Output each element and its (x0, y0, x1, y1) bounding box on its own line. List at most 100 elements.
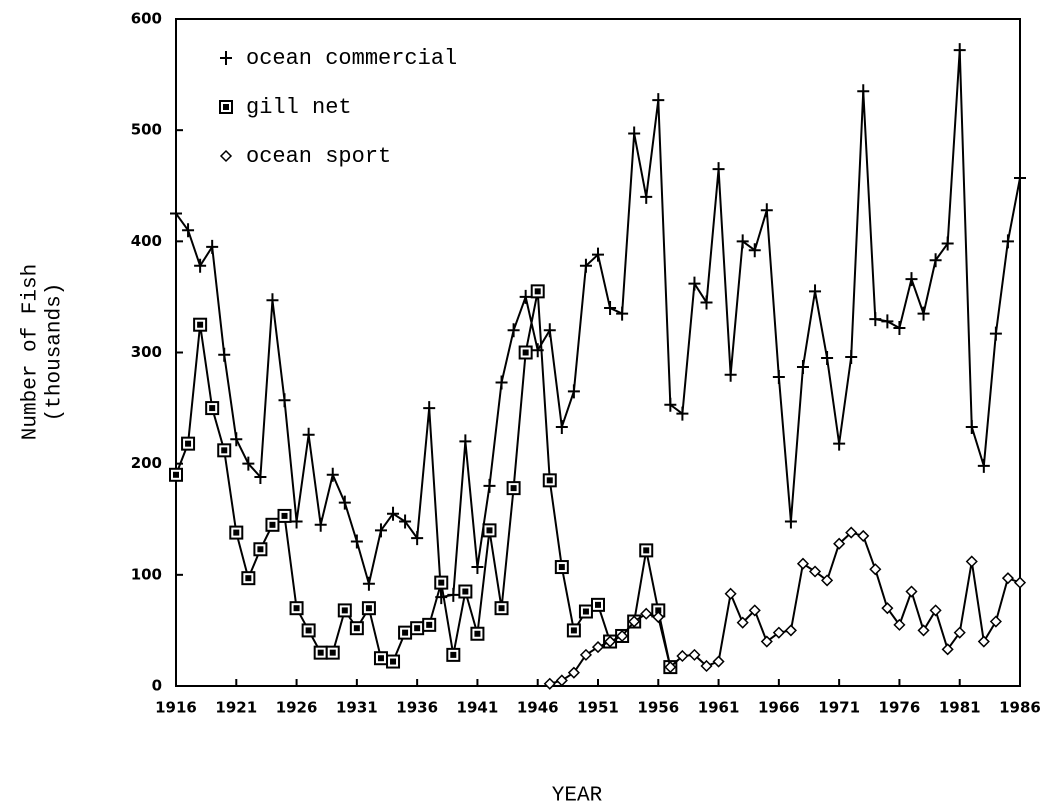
marker-plus (869, 312, 882, 327)
plus (592, 247, 604, 262)
marker-diamond (941, 643, 954, 656)
diamond (748, 604, 761, 617)
x-tick-label: 1946 (517, 699, 559, 717)
plus (833, 436, 846, 451)
square-dot (221, 447, 228, 454)
marker-diamond (219, 149, 233, 163)
plus (917, 306, 930, 321)
x-axis-label: YEAR (552, 785, 603, 808)
marker-square (325, 645, 340, 660)
x-tick-label: 1966 (758, 699, 800, 717)
diamond (857, 529, 870, 542)
plus (423, 401, 436, 416)
plus (869, 312, 882, 327)
marker-plus (326, 467, 339, 482)
marker-plus (519, 289, 532, 304)
square-dot (582, 608, 589, 615)
plus (965, 419, 978, 434)
diamond (555, 674, 568, 687)
y-axis-label: Number of Fish (20, 264, 43, 440)
marker-square (422, 617, 437, 632)
plus (857, 84, 870, 99)
marker-plus (796, 359, 809, 374)
marker-plus (760, 203, 773, 218)
diamond (676, 649, 689, 663)
marker-plus (543, 323, 556, 338)
marker-square (219, 100, 233, 114)
marker-plus (278, 393, 291, 408)
y-tick-label: 400 (131, 232, 162, 250)
diamond (965, 555, 978, 568)
marker-diamond (760, 635, 773, 648)
marker-square (542, 473, 557, 488)
plus (893, 321, 906, 336)
square-dot (281, 512, 288, 519)
x-tick-label: 1961 (698, 699, 740, 717)
marker-plus (206, 239, 219, 254)
marker-diamond (567, 666, 580, 679)
marker-plus (387, 506, 400, 521)
plus (881, 314, 894, 329)
marker-diamond (821, 574, 834, 587)
marker-plus (411, 531, 424, 546)
square-dot (655, 607, 662, 614)
marker-square (482, 523, 497, 538)
x-tick-label: 1931 (336, 699, 378, 717)
marker-diamond (555, 674, 568, 687)
marker-diamond (869, 563, 882, 576)
marker-diamond (748, 604, 761, 617)
plus (579, 258, 592, 273)
marker-diamond (640, 607, 653, 620)
marker-square (181, 436, 196, 451)
marker-plus (833, 436, 846, 451)
marker-plus (399, 514, 412, 529)
plus (507, 323, 520, 338)
marker-square (313, 645, 328, 660)
diamond (941, 643, 954, 656)
marker-diamond (712, 655, 725, 668)
marker-square (253, 542, 268, 557)
marker-plus (230, 432, 243, 447)
marker-plus (242, 456, 255, 471)
marker-plus (220, 51, 232, 65)
marker-diamond (796, 557, 810, 570)
marker-diamond (845, 526, 858, 539)
marker-plus (857, 84, 870, 99)
marker-plus (640, 189, 653, 204)
marker-plus (664, 397, 677, 412)
marker-plus (182, 223, 195, 238)
diamond (567, 666, 580, 679)
plus (809, 284, 822, 299)
marker-plus (628, 126, 641, 141)
marker-diamond (591, 641, 605, 654)
x-tick-label: 1951 (577, 699, 619, 717)
diamond (664, 661, 677, 674)
marker-plus (314, 517, 327, 532)
marker-square (530, 284, 545, 299)
marker-square (169, 467, 183, 482)
plus (953, 43, 966, 58)
plus (567, 384, 580, 399)
plus (290, 514, 303, 529)
square-dot (209, 405, 216, 412)
diamond (700, 659, 713, 673)
plus (543, 323, 556, 338)
square-dot (414, 625, 421, 632)
marker-plus (881, 314, 894, 329)
square-dot (185, 440, 192, 447)
marker-diamond (893, 618, 906, 631)
y-tick-label: 500 (131, 121, 162, 139)
marker-plus (350, 534, 363, 549)
diamond (772, 626, 785, 639)
square-dot (595, 601, 601, 608)
plus (652, 93, 665, 108)
marker-plus (483, 478, 496, 493)
marker-plus (423, 401, 436, 416)
marker-plus (507, 323, 520, 338)
marker-diamond (676, 649, 689, 663)
plus (495, 375, 508, 390)
legend-label: ocean sport (246, 144, 391, 169)
marker-square (229, 525, 244, 540)
marker-square (446, 647, 461, 662)
